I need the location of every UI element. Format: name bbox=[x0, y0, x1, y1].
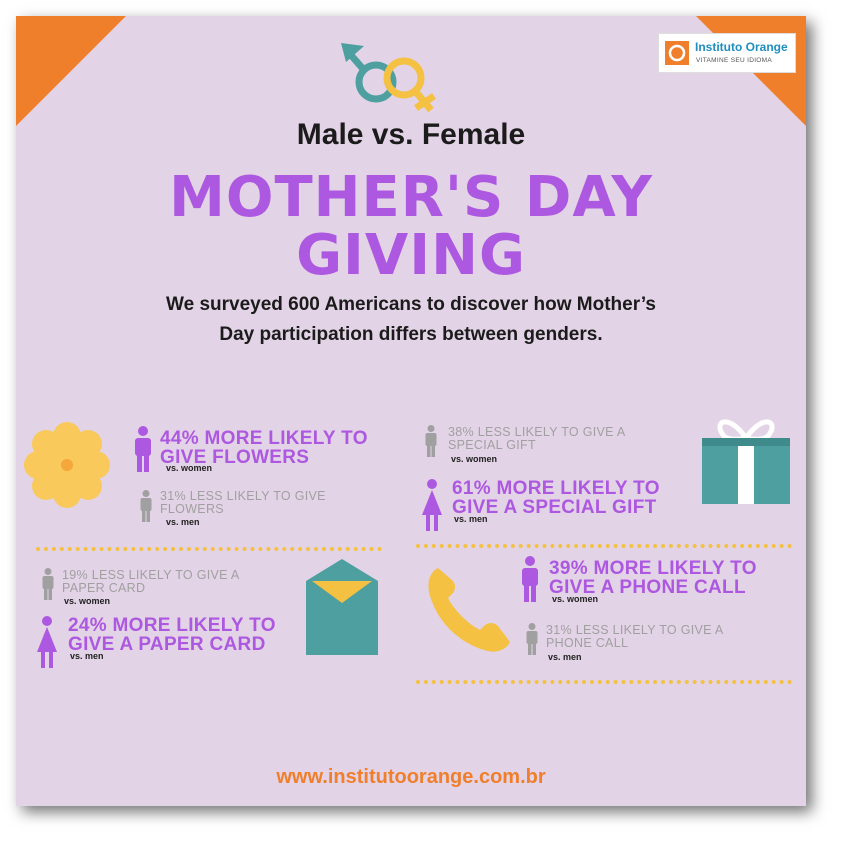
phone-icon bbox=[428, 568, 510, 652]
brand-name: Instituto Orange bbox=[695, 40, 788, 54]
title-line-1: MOTHER'S DAY bbox=[169, 165, 653, 230]
card-primary-line-1: 24% MORE LIKELY TO bbox=[68, 615, 276, 636]
gift-primary-line-2: GIVE A SPECIAL GIFT bbox=[452, 497, 657, 518]
envelope-icon bbox=[306, 559, 378, 655]
call-secondary-line-1: 31% LESS LIKELY TO GIVE A bbox=[546, 623, 724, 637]
brand-tagline: VITAMINE SEU IDIOMA bbox=[696, 57, 773, 64]
male-person-icon bbox=[42, 568, 54, 600]
male-person-icon bbox=[425, 425, 437, 457]
call-primary-vs: vs. women bbox=[552, 594, 599, 604]
flowers-primary-vs: vs. women bbox=[166, 463, 213, 473]
orange-logo-icon bbox=[665, 41, 689, 65]
infographic-card: Instituto Orange VITAMINE SEU IDIOMA Mal… bbox=[16, 16, 806, 806]
card-secondary-vs: vs. women bbox=[64, 596, 111, 606]
female-person-icon bbox=[422, 479, 442, 531]
intro-line-1: We surveyed 600 Americans to discover ho… bbox=[166, 294, 656, 315]
subtitle: Male vs. Female bbox=[296, 118, 526, 151]
card-primary-vs: vs. men bbox=[70, 651, 104, 661]
divider-right-top bbox=[416, 544, 792, 548]
card-primary-line-2: GIVE A PAPER CARD bbox=[68, 634, 266, 655]
website-url[interactable]: www.institutoorange.com.br bbox=[276, 766, 546, 788]
male-person-icon bbox=[522, 556, 538, 602]
divider-right-bottom bbox=[416, 680, 792, 684]
call-secondary-line-2: PHONE CALL bbox=[546, 636, 629, 650]
call-secondary-vs: vs. men bbox=[548, 652, 582, 662]
card-secondary-line-1: 19% LESS LIKELY TO GIVE A bbox=[62, 568, 240, 582]
flowers-secondary-vs: vs. men bbox=[166, 517, 200, 527]
gift-secondary-line-1: 38% LESS LIKELY TO GIVE A bbox=[448, 425, 626, 439]
gift-primary-line-1: 61% MORE LIKELY TO bbox=[452, 478, 660, 499]
gift-secondary-line-2: SPECIAL GIFT bbox=[448, 438, 536, 452]
female-person-icon bbox=[37, 616, 57, 668]
gift-primary-vs: vs. men bbox=[454, 514, 488, 524]
intro-text: We surveyed 600 Americans to discover ho… bbox=[76, 290, 746, 350]
call-primary-line-1: 39% MORE LIKELY TO bbox=[549, 558, 757, 579]
intro-line-2: Day participation differs between gender… bbox=[219, 324, 603, 345]
male-person-icon bbox=[140, 490, 152, 522]
brand-logo[interactable]: Instituto Orange VITAMINE SEU IDIOMA bbox=[658, 33, 796, 73]
gift-icon bbox=[702, 419, 790, 504]
flowers-secondary-line-1: 31% LESS LIKELY TO GIVE bbox=[160, 489, 326, 503]
male-person-icon bbox=[135, 426, 151, 472]
divider-left bbox=[36, 547, 382, 551]
gift-secondary-vs: vs. women bbox=[451, 454, 498, 464]
card-secondary-line-2: PAPER CARD bbox=[62, 581, 146, 595]
top-left-corner-decoration bbox=[16, 16, 126, 126]
call-primary-line-2: GIVE A PHONE CALL bbox=[549, 577, 746, 598]
gender-symbols-icon bbox=[341, 43, 436, 113]
flowers-primary-line-2: GIVE FLOWERS bbox=[160, 447, 310, 468]
title-line-2: GIVING bbox=[296, 223, 526, 288]
flowers-primary-line-1: 44% MORE LIKELY TO bbox=[160, 428, 368, 449]
flower-icon bbox=[24, 422, 110, 508]
male-person-icon bbox=[526, 623, 538, 655]
flowers-secondary-line-2: FLOWERS bbox=[160, 502, 224, 516]
